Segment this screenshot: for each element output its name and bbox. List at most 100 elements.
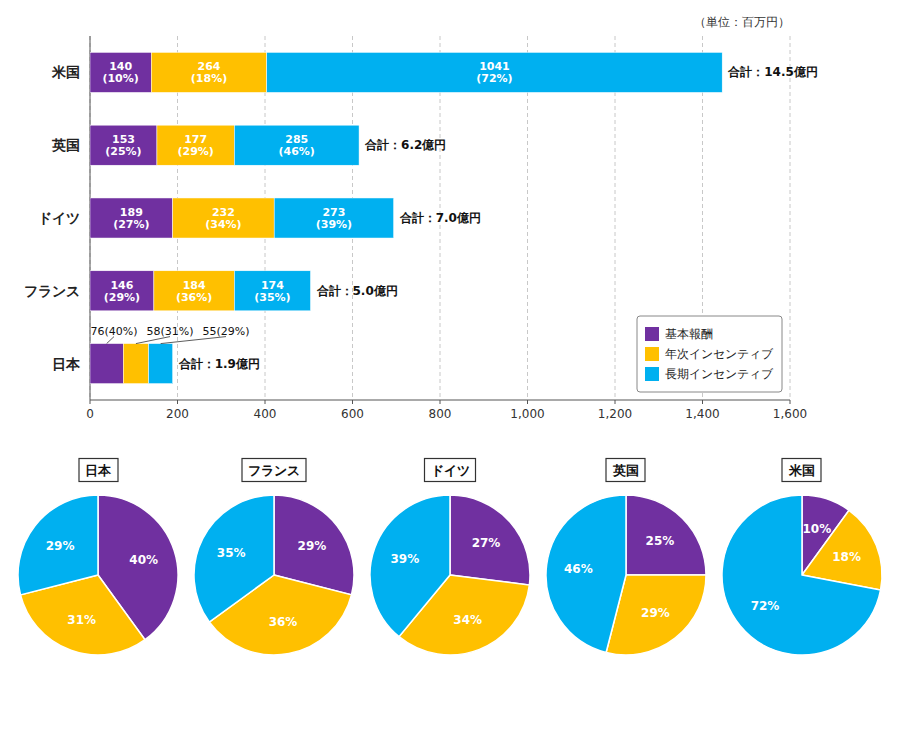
bar-chart: 02004006008001,0001,2001,4001,600米国英国ドイツ… [24,15,818,421]
label-line: (29%) [104,290,140,303]
data-label: 264(18%) [191,60,227,85]
bar-segment [234,271,310,311]
tick-mark [527,400,528,404]
data-label: 177(29%) [177,133,213,158]
legend-entry: 基本報酬 [665,327,713,341]
data-label: 232(34%) [205,206,241,231]
legend-swatch [645,367,659,381]
data-label: 140(10%) [102,60,138,85]
title-box [242,459,306,482]
label-line: (36%) [176,290,212,303]
pie-chart: フランス29%36%35% [194,459,354,656]
pie-chart: 米国10%18%72% [722,459,882,656]
pie-chart: ドイツ 27%34%39% [370,459,530,656]
label-line: (25%) [105,145,141,158]
total-label: 合計：1.9億円 [178,357,260,371]
label-line: (34%) [205,218,241,231]
tick-mark [265,400,266,404]
title-box [606,459,645,482]
tick-mark [177,400,178,404]
tick-label: 1,400 [685,407,719,421]
bar-segment [157,125,234,165]
wedges [722,495,882,655]
label-line: (18%) [191,72,227,85]
title-box [79,459,118,482]
pie-labels: 10%18%72% [751,522,861,612]
pie-labels: 29%36%35% [217,539,326,630]
category-label: ドイツ [38,210,80,226]
legend-box [637,316,782,392]
data-label: 184(36%) [176,278,212,303]
bar-segment [90,125,157,165]
data-label: 36% [269,615,298,629]
data-label: 72% [751,599,780,613]
chart-canvas: 02004006008001,0001,2001,4001,600米国英国ドイツ… [0,0,900,734]
tick-mark [440,400,441,404]
legend-entry: 長期インセンティブ [665,367,774,381]
grid [90,36,790,400]
wedges [18,495,178,655]
pie-title: フランス [248,463,300,478]
label-line: (29%) [177,145,213,158]
bar-segment [234,125,359,165]
bar-segment [90,344,123,384]
bar-segment [151,52,267,92]
tick-label: 800 [429,407,452,421]
total-label: 合計：7.0億円 [399,211,481,225]
data-label: 285(46%) [279,133,315,158]
data-label: 153(25%) [105,133,141,158]
pie-wedge [722,495,881,655]
pie-title: ドイツ [431,463,470,478]
tick-label: 200 [166,407,189,421]
tick-mark [615,400,616,404]
total-label: 合計：5.0億円 [316,284,398,298]
tick-label: 0 [86,407,94,421]
category-label: 日本 [52,356,81,372]
legend-entry: 年次インセンティブ [665,347,774,361]
category-label: フランス [24,283,80,299]
bar-segment [274,198,393,238]
pie-chart: 日本40%31%29% [18,459,178,656]
data-label: 46% [564,562,593,576]
data-label: 10% [802,522,831,536]
tick-mark [702,400,703,404]
label-line: (10%) [102,72,138,85]
legend-swatch [645,327,659,341]
pie-chart: 英国25%29%46% [546,459,706,656]
tick-mark [90,400,91,404]
total-label: 合計：6.2億円 [364,138,446,152]
label-line: (39%) [316,218,352,231]
pie-labels: 27%34%39% [390,536,500,626]
tick-label: 400 [254,407,277,421]
leader-line [107,337,114,344]
bar-segment [154,271,235,311]
bars [90,52,722,383]
data-label: 76(40%) [90,325,137,338]
legend: 基本報酬年次インセンティブ長期インセンティブ [637,316,782,392]
label-line: (27%) [113,218,149,231]
bar-segment [90,198,173,238]
pie-wedge [370,495,450,637]
tick-label: 1,200 [598,407,632,421]
x-ticks: 02004006008001,0001,2001,4001,600 [86,400,807,421]
total-label: 合計：14.5億円 [727,65,818,79]
tick-label: 600 [341,407,364,421]
bar-segment [90,52,151,92]
pie-wedge [546,495,626,652]
title-box [425,459,476,482]
data-label: 31% [67,613,96,627]
data-label: 35% [217,546,246,560]
pie-wedge [450,495,530,585]
pie-labels: 40%31%29% [46,539,158,628]
data-label: 39% [390,552,419,566]
pie-title: 英国 [612,463,639,478]
label-line: (72%) [476,72,512,85]
wedges [194,495,354,655]
bar-segment [267,52,722,92]
data-label: 40% [129,553,158,567]
label-line: (35%) [254,290,290,303]
title-box [782,459,821,482]
data-label: 273(39%) [316,206,352,231]
label-line: (46%) [279,145,315,158]
leader-line [136,337,170,344]
